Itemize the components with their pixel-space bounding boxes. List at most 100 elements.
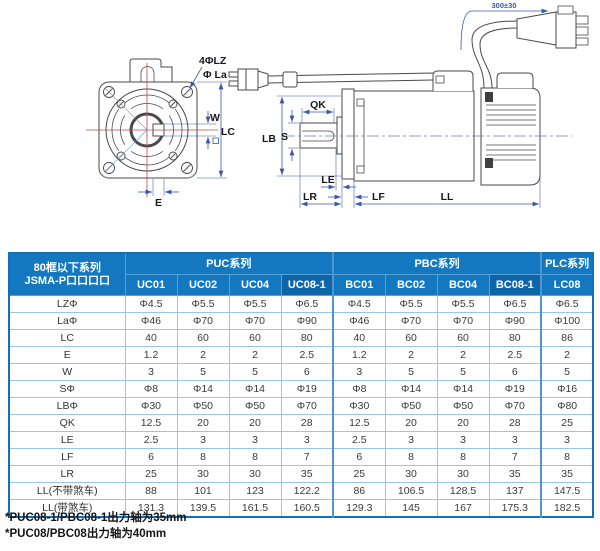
value-cell: Φ50: [436, 397, 490, 415]
row-label: LF: [8, 448, 126, 466]
value-cell: 160.5: [280, 499, 335, 518]
table-row: LE 2.5 3 3 3 2.5 3 3 3 3: [8, 431, 594, 449]
value-cell: Φ50: [176, 397, 230, 415]
value-cell: Φ5.5: [176, 295, 230, 313]
value-cell: Φ80: [540, 397, 594, 415]
value-cell: Φ50: [228, 397, 282, 415]
value-cell: Φ14: [176, 380, 230, 398]
value-cell: 60: [436, 329, 490, 347]
value-cell: 2: [176, 346, 230, 364]
value-cell: 145: [384, 499, 438, 518]
row-label: LE: [8, 431, 126, 449]
cooling-fins: [486, 104, 536, 161]
value-cell: 147.5: [540, 482, 594, 500]
value-cell: Φ50: [384, 397, 438, 415]
front-dimensions: [138, 66, 227, 196]
value-cell: 60: [384, 329, 438, 347]
value-cell: 3: [228, 431, 282, 449]
value-cell: 131.3: [124, 499, 178, 518]
value-cell: Φ70: [280, 397, 335, 415]
front-view: [98, 58, 198, 179]
value-cell: 3: [332, 363, 386, 381]
value-cell: Φ90: [488, 312, 543, 330]
value-cell: 30: [436, 465, 490, 483]
value-cell: 137: [488, 482, 543, 500]
value-cell: Φ14: [384, 380, 438, 398]
value-cell: Φ70: [384, 312, 438, 330]
value-cell: 5: [540, 363, 594, 381]
power-connector-base: [432, 70, 474, 91]
value-cell: Φ5.5: [384, 295, 438, 313]
row-label: E: [8, 346, 126, 364]
label-lf: LF: [372, 191, 385, 203]
value-cell: 128.5: [436, 482, 490, 500]
row-label: LBΦ: [8, 397, 126, 415]
value-cell: 60: [176, 329, 230, 347]
value-cell: Φ5.5: [228, 295, 282, 313]
dimension-spec-table: 80框以下系列 JSMA-P口口口口 PUC系列 PBC系列 PLC系列 UC0…: [8, 252, 595, 518]
value-cell: 25: [540, 414, 594, 432]
group-header-row: 80框以下系列 JSMA-P口口口口 PUC系列 PBC系列 PLC系列: [8, 252, 594, 296]
value-cell: 1.2: [124, 346, 178, 364]
value-cell: 86: [540, 329, 594, 347]
encoder-connector-base: [496, 72, 534, 88]
value-cell: 3: [540, 431, 594, 449]
value-cell: 8: [176, 448, 230, 466]
value-cell: Φ6.5: [540, 295, 594, 313]
encoder-cable: [228, 68, 434, 91]
value-cell: 6: [124, 448, 178, 466]
row-label: LR: [8, 465, 126, 483]
row-label: LL(不带煞车): [8, 482, 126, 500]
value-cell: 2: [540, 346, 594, 364]
value-cell: Φ30: [332, 397, 386, 415]
table-row: LC 40 60 60 80 40 60 60 80 86: [8, 329, 594, 347]
label-w: W: [210, 112, 220, 124]
col-header-uc08-1: UC08-1: [280, 274, 335, 296]
value-cell: 123: [228, 482, 282, 500]
group-header-plc: PLC系列: [540, 252, 594, 275]
label-lc: LC: [221, 126, 235, 138]
value-cell: Φ8: [124, 380, 178, 398]
table-row: LL(不带煞车) 88 101 123 122.2 86 106.5 128.5 137 147.…: [8, 482, 594, 500]
value-cell: 3: [384, 431, 438, 449]
footnote-2: *PUC08/PBC08出力轴为40mm: [5, 527, 167, 540]
value-cell: 30: [228, 465, 282, 483]
value-cell: 30: [384, 465, 438, 483]
value-cell: 7: [488, 448, 543, 466]
label-e: E: [155, 197, 162, 209]
table-row: LF 6 8 8 7 6 8 8 7 8: [8, 448, 594, 466]
value-cell: Φ14: [436, 380, 490, 398]
col-header-lc08: LC08: [540, 274, 594, 296]
value-cell: 5: [176, 363, 230, 381]
value-cell: 25: [332, 465, 386, 483]
value-cell: Φ70: [488, 397, 543, 415]
value-cell: Φ70: [436, 312, 490, 330]
table-row: LR 25 30 30 35 25 30 30 35 35: [8, 465, 594, 483]
table-row: SΦ Φ8 Φ14 Φ14 Φ19 Φ8 Φ14 Φ14 Φ19 Φ16: [8, 380, 594, 398]
value-cell: 1.2: [332, 346, 386, 364]
value-cell: 60: [228, 329, 282, 347]
col-header-bc04: BC04: [436, 274, 490, 296]
value-cell: Φ19: [488, 380, 543, 398]
value-cell: Φ19: [280, 380, 335, 398]
value-cell: 30: [176, 465, 230, 483]
value-cell: 40: [124, 329, 178, 347]
label-phi-la: Φ La: [203, 69, 227, 81]
value-cell: 3: [488, 431, 543, 449]
value-cell: 106.5: [384, 482, 438, 500]
label-cable-length: 300±30: [492, 1, 517, 10]
value-cell: 6: [332, 448, 386, 466]
value-cell: 3: [176, 431, 230, 449]
value-cell: 3: [124, 363, 178, 381]
group-header-pbc: PBC系列: [332, 252, 543, 275]
label-s: S: [281, 131, 288, 143]
row-label: LC: [8, 329, 126, 347]
value-cell: Φ4.5: [124, 295, 178, 313]
value-cell: 122.2: [280, 482, 335, 500]
footnote-1: *PUC08-1/PBC08-1出力轴为35mm: [5, 512, 187, 524]
table-row: QK 12.5 20 20 28 12.5 20 20 28 25: [8, 414, 594, 432]
flange: [341, 88, 355, 180]
value-cell: 139.5: [176, 499, 230, 518]
col-header-uc01: UC01: [124, 274, 178, 296]
